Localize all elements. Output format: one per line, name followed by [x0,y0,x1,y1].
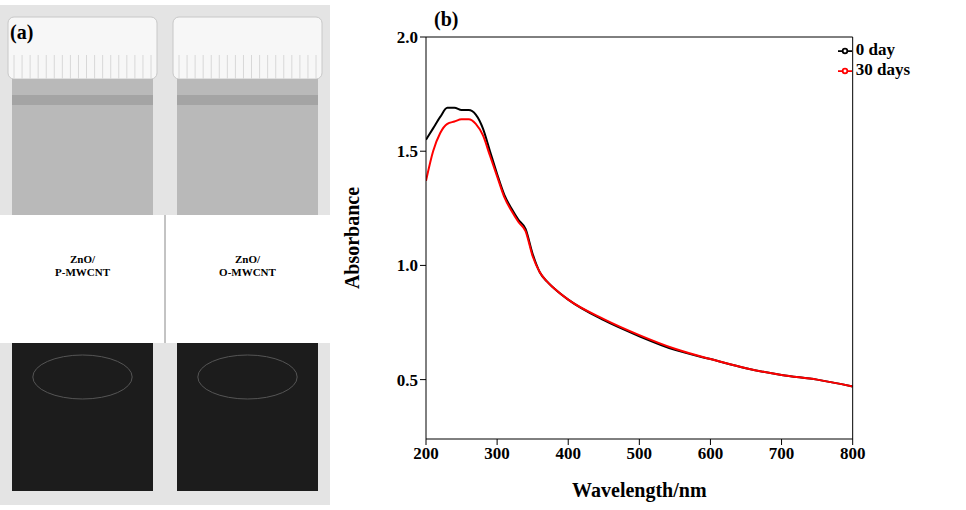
svg-text:1.5: 1.5 [397,142,418,161]
svg-text:200: 200 [413,444,439,463]
svg-text:600: 600 [698,444,724,463]
svg-text:500: 500 [627,444,653,463]
svg-text:300: 300 [484,444,510,463]
svg-text:700: 700 [769,444,795,463]
svg-text:1.0: 1.0 [397,256,418,275]
svg-text:ZnO/O-MWCNT: ZnO/O-MWCNT [219,253,276,278]
svg-text:(a): (a) [10,21,33,44]
svg-text:Absorbance: Absorbance [341,187,363,289]
svg-text:ZnO/P-MWCNT: ZnO/P-MWCNT [55,253,111,278]
svg-text:400: 400 [555,444,581,463]
html-text:30 days: 30 days [855,60,910,79]
svg-text:800: 800 [840,444,866,463]
html-text:0 day: 0 day [855,40,895,59]
svg-text:2.0: 2.0 [397,28,418,47]
svg-text:Wavelength/nm: Wavelength/nm [572,479,707,502]
html-text:(b): (b) [434,8,459,30]
svg-text:0.5: 0.5 [397,371,418,390]
